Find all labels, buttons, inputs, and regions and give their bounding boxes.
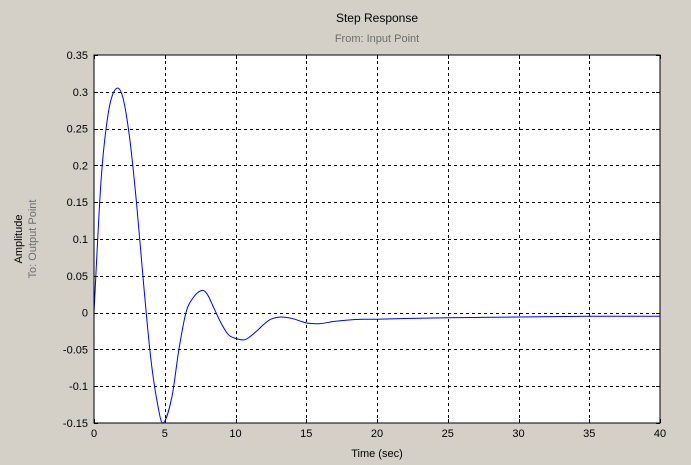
y-tick-label: 0.05 — [67, 271, 88, 283]
x-tick-label: 35 — [583, 428, 595, 440]
x-tick-label: 10 — [229, 428, 241, 440]
x-axis-label: Time (sec) — [351, 448, 403, 460]
x-tick-label: 5 — [162, 428, 168, 440]
y-tick-label: 0.25 — [67, 124, 88, 136]
x-tick-label: 30 — [512, 428, 524, 440]
x-tick-label: 25 — [442, 428, 454, 440]
y-tick-label: 0 — [82, 308, 88, 320]
y-tick-label: -0.05 — [63, 344, 88, 356]
y-tick-label: 0.3 — [73, 87, 88, 99]
y-tick-label: -0.1 — [69, 381, 88, 393]
plot-frame — [93, 54, 661, 424]
x-tick-label: 0 — [91, 428, 97, 440]
step-response-line — [93, 87, 661, 424]
x-tick-label: 20 — [371, 428, 383, 440]
y-tick-label: 0.2 — [73, 160, 88, 172]
x-tick-label: 40 — [654, 428, 666, 440]
y-tick-label: 0.15 — [67, 197, 88, 209]
y-tick-label: -0.15 — [63, 418, 88, 430]
grid-lines — [94, 55, 660, 423]
y-tick-label: 0.1 — [73, 234, 88, 246]
chart-title: Step Response — [336, 11, 418, 25]
y-axis-label: Amplitude — [13, 215, 25, 264]
y-axis-sublabel: To: Output Point — [27, 200, 39, 279]
y-axis-ticks: -0.15 -0.1 -0.05 0 0.05 0.1 0.15 0.2 0.25 0.3 0.35 — [63, 50, 660, 430]
x-tick-label: 15 — [300, 428, 312, 440]
chart-subtitle: From: Input Point — [335, 33, 419, 45]
y-tick-label: 0.35 — [67, 50, 88, 62]
